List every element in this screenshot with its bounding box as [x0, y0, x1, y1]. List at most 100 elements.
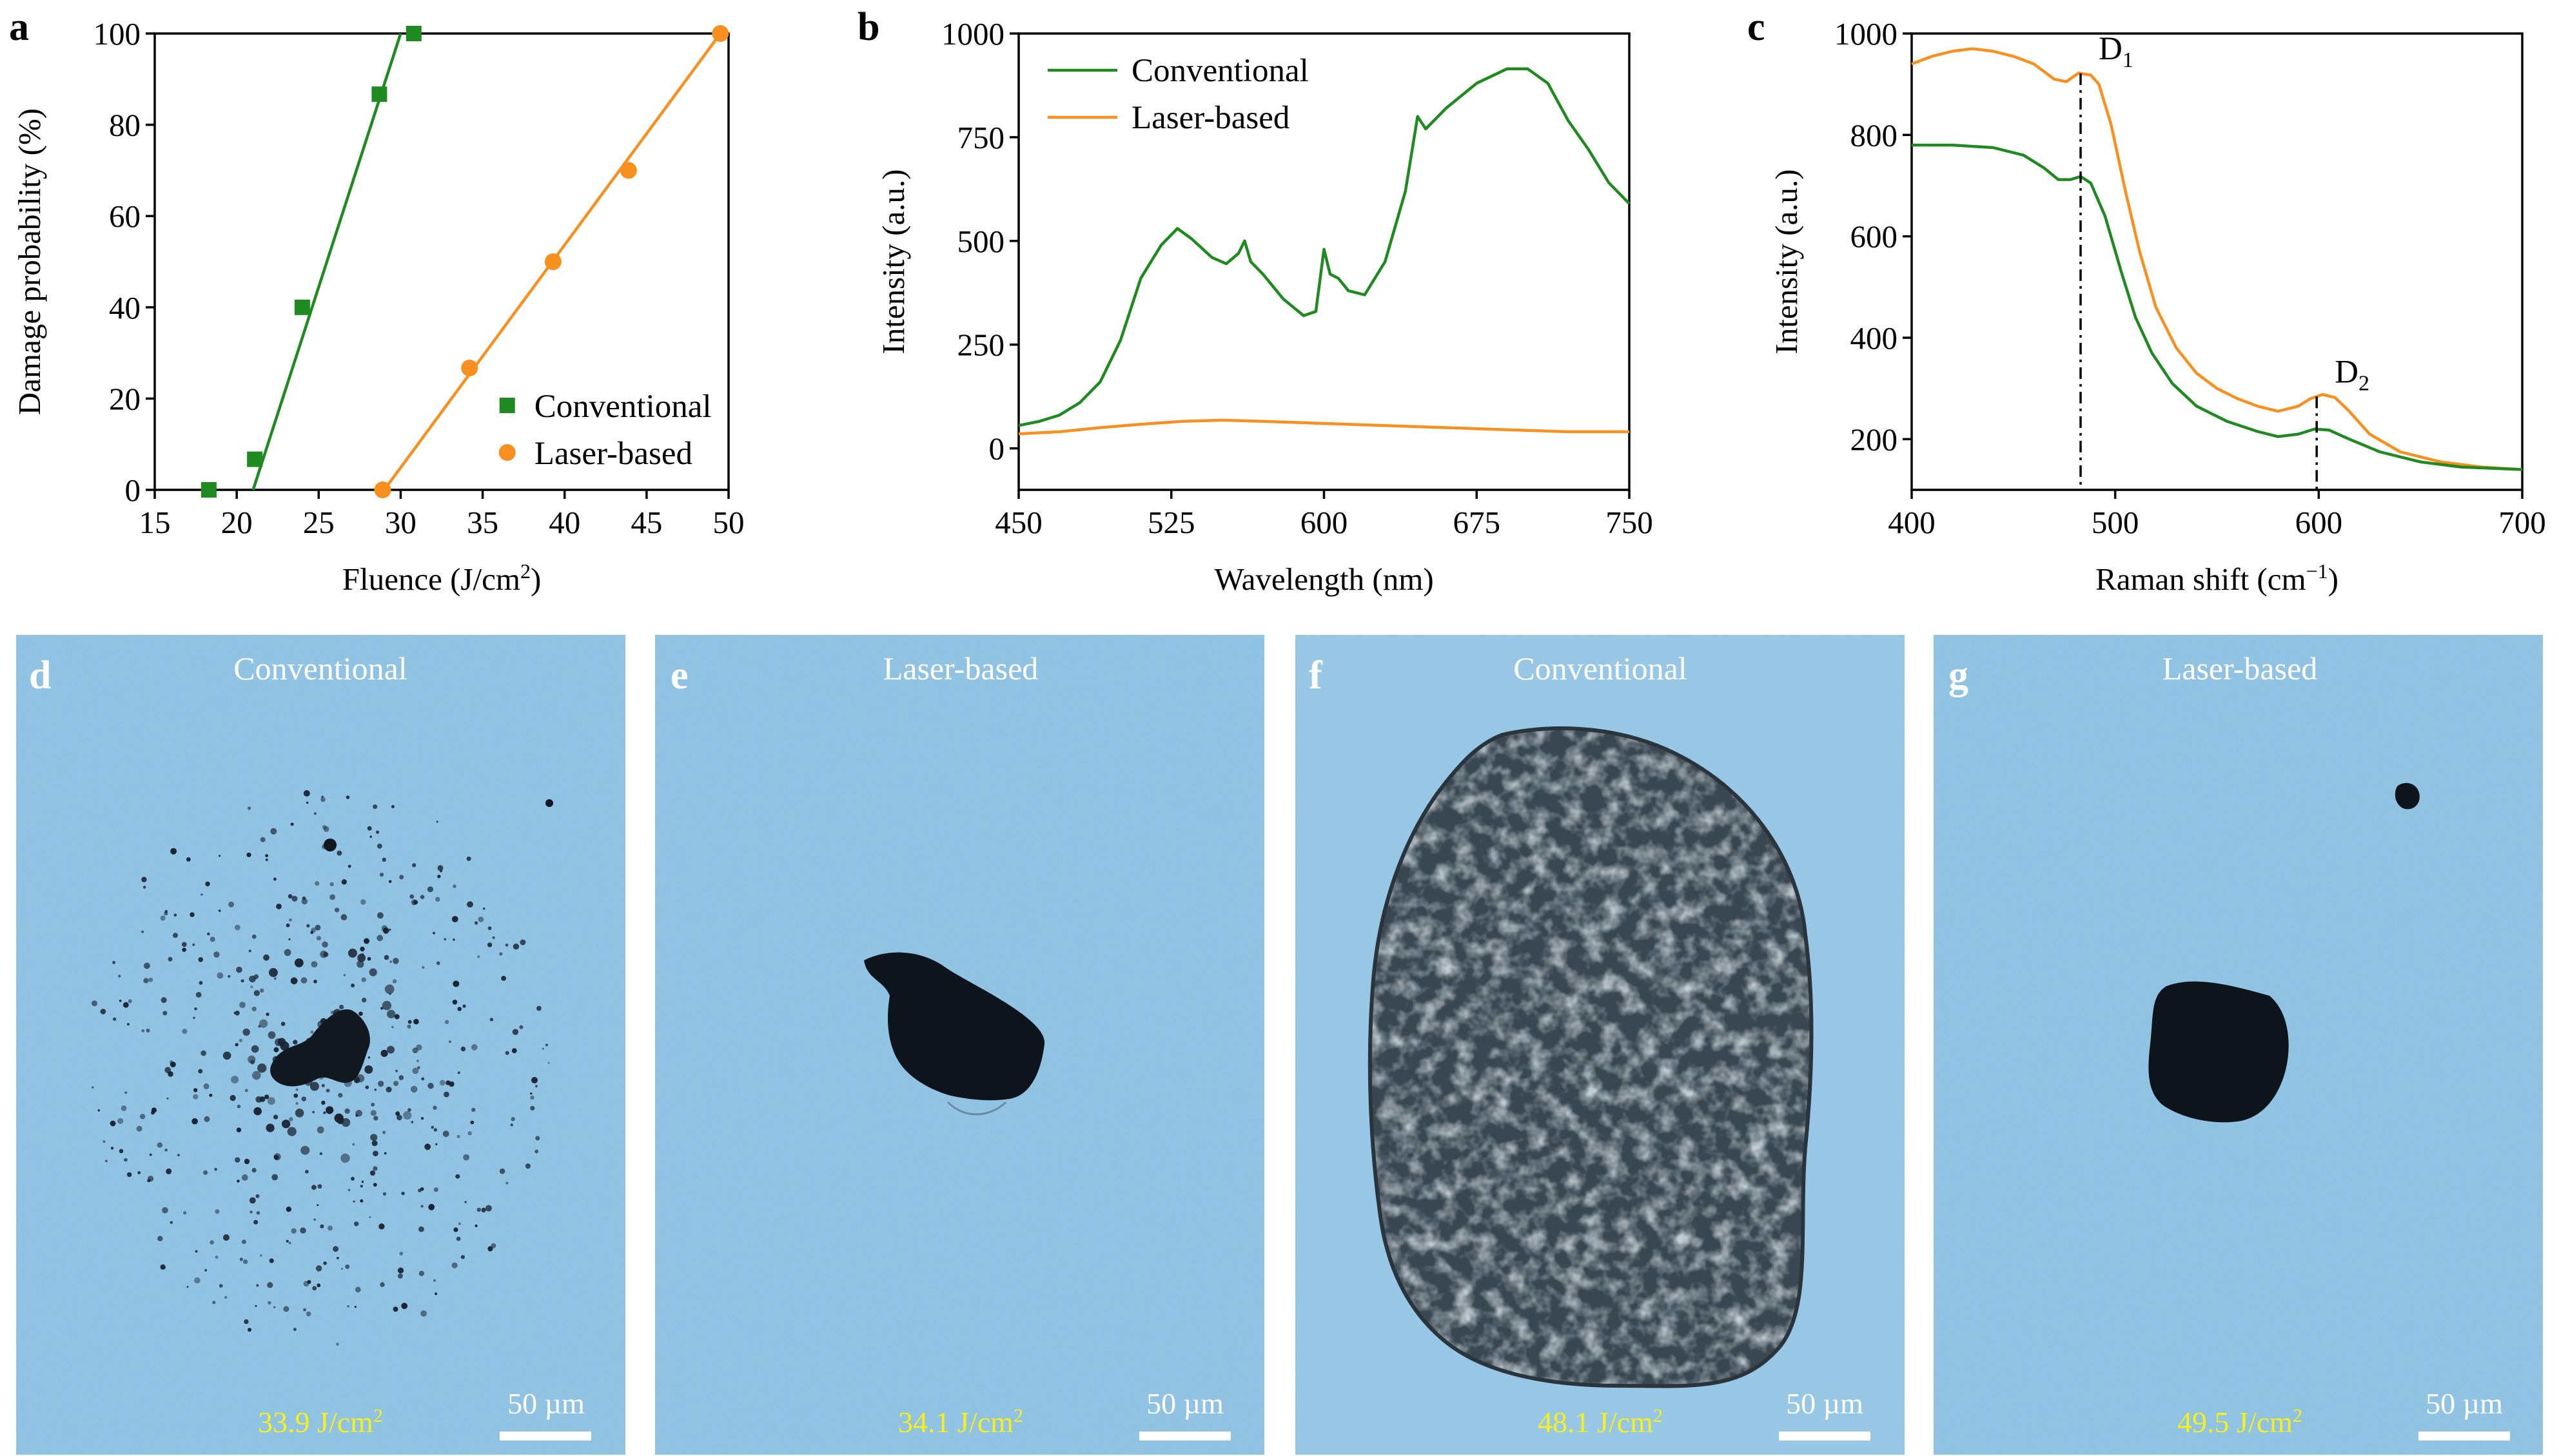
legend-marker-circle: [498, 444, 516, 461]
damage-speck: [291, 895, 298, 902]
damage-speck: [260, 988, 264, 993]
damage-speck: [203, 1083, 210, 1089]
damage-speck: [457, 1007, 462, 1011]
damage-speck: [355, 1286, 361, 1293]
damage-speck: [323, 826, 329, 832]
damage-speck: [417, 1066, 420, 1069]
data-point-square: [371, 86, 387, 102]
damage-speck: [311, 961, 318, 967]
damage-speck: [164, 910, 168, 913]
damage-speck: [160, 1264, 166, 1270]
damage-speck: [257, 1063, 267, 1073]
damage-speck: [92, 1000, 97, 1007]
damage-speck: [100, 1009, 106, 1014]
x-tick-label: 15: [139, 505, 171, 540]
damage-speck: [157, 1142, 163, 1148]
damage-speck: [513, 943, 520, 950]
damage-speck: [451, 1262, 458, 1268]
damage-speck: [530, 1105, 535, 1111]
x-tick-label: 500: [2092, 505, 2139, 540]
legend-label: Laser-based: [1132, 100, 1289, 136]
damage-speck: [464, 1201, 467, 1203]
plot-frame: [153, 32, 730, 491]
y-tick-label: 80: [109, 108, 141, 143]
damage-speck: [460, 1046, 466, 1052]
damage-speck: [411, 1121, 414, 1123]
damage-speck: [384, 1152, 387, 1155]
damage-speck: [433, 1105, 437, 1110]
damage-speck: [273, 1155, 279, 1160]
damage-speck: [422, 966, 425, 969]
damage-speck: [265, 854, 268, 857]
x-tick-label: 675: [1453, 505, 1501, 540]
damage-speck: [239, 1257, 243, 1261]
damage-speck: [354, 1305, 357, 1308]
damage-speck: [303, 790, 310, 797]
damage-speck: [407, 1024, 411, 1029]
damage-speck: [382, 1000, 392, 1011]
damage-speck: [323, 1111, 326, 1114]
damage-speck: [244, 1319, 249, 1325]
scale-bar: [2418, 1432, 2510, 1441]
damage-speck: [194, 1007, 197, 1011]
panel-letter-g: g: [1948, 654, 1968, 697]
damage-speck: [182, 1029, 188, 1034]
damage-speck: [212, 1301, 216, 1305]
damage-speck: [369, 835, 372, 838]
damage-speck: [255, 1305, 257, 1307]
damage-speck: [433, 931, 435, 935]
damage-speck: [512, 1029, 519, 1035]
panel-letter-f: f: [1309, 654, 1323, 697]
damage-speck: [389, 880, 392, 883]
damage-speck: [241, 1174, 248, 1181]
fluence-label: 48.1 J/cm2: [1538, 1405, 1663, 1439]
damage-speck: [407, 1108, 411, 1112]
damage-speck: [222, 1234, 230, 1241]
micrograph-g: g Laser-based 49.5 J/cm2 50 µm: [1934, 635, 2543, 1455]
damage-speck: [210, 937, 215, 942]
damage-speck: [244, 1089, 248, 1092]
damage-speck: [437, 865, 444, 871]
damage-speck: [295, 1088, 299, 1091]
damage-speck: [291, 1228, 297, 1234]
damage-speck: [186, 857, 191, 862]
damage-speck: [281, 1120, 291, 1129]
damage-speck: [436, 961, 440, 966]
x-axis-label: Raman shift (cm−1): [2095, 559, 2338, 597]
damage-speck: [476, 1207, 481, 1212]
damage-speck: [123, 1002, 129, 1008]
damage-speck: [213, 951, 220, 958]
damage-speck: [370, 1134, 378, 1141]
damage-speck: [250, 985, 253, 989]
damage-speck: [452, 1000, 458, 1005]
damage-speck: [203, 1170, 208, 1175]
damage-speck: [449, 1040, 451, 1043]
damage-speck: [467, 901, 473, 908]
damage-speck: [374, 1089, 377, 1091]
damage-speck: [393, 958, 399, 964]
damage-speck: [373, 1166, 378, 1171]
damage-speck: [320, 1224, 324, 1228]
damage-speck: [462, 1004, 466, 1008]
small-damage-dot: [324, 839, 337, 851]
damage-speck: [194, 1277, 201, 1284]
damage-speck: [394, 1014, 400, 1020]
damage-speck: [536, 1005, 542, 1011]
damage-speck: [317, 1283, 321, 1288]
damage-speck: [259, 1019, 268, 1028]
damage-speck: [530, 1095, 534, 1100]
scale-bar: [500, 1432, 591, 1441]
damage-speck: [352, 1143, 355, 1146]
y-tick-label: 200: [1850, 422, 1898, 457]
damage-speck: [373, 1116, 378, 1121]
damage-speck: [377, 843, 382, 849]
damage-speck: [173, 913, 177, 917]
panel-letter-b: b: [858, 5, 879, 49]
damage-speck: [409, 894, 415, 899]
damage-speck: [354, 1221, 359, 1227]
damage-speck: [117, 1118, 124, 1124]
annotation-label: D2: [2335, 354, 2369, 395]
damage-speck: [348, 1189, 351, 1192]
damage-speck: [387, 1045, 395, 1054]
x-tick-label: 45: [631, 505, 662, 540]
